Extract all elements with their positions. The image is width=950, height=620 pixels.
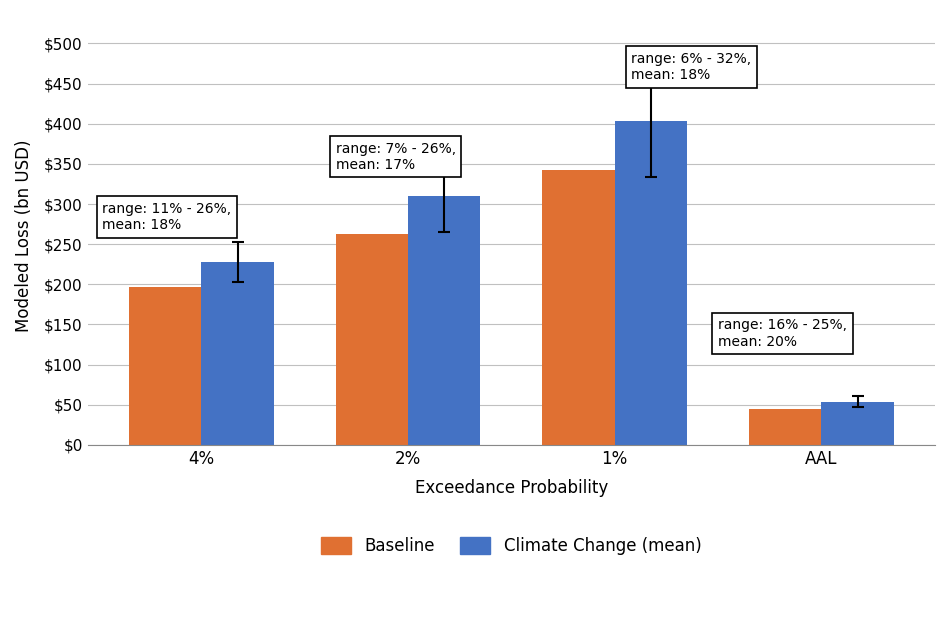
- Text: range: 7% - 26%,
mean: 17%: range: 7% - 26%, mean: 17%: [335, 142, 456, 172]
- Bar: [129, 286, 201, 445]
- Bar: [201, 262, 274, 445]
- Bar: [408, 196, 481, 445]
- Legend: Baseline, Climate Change (mean): Baseline, Climate Change (mean): [314, 528, 710, 563]
- Y-axis label: Modeled Loss (bn USD): Modeled Loss (bn USD): [15, 140, 33, 332]
- Bar: [335, 234, 408, 445]
- Text: range: 16% - 25%,
mean: 20%: range: 16% - 25%, mean: 20%: [718, 318, 847, 348]
- X-axis label: Exceedance Probability: Exceedance Probability: [415, 479, 608, 497]
- Text: range: 6% - 32%,
mean: 18%: range: 6% - 32%, mean: 18%: [631, 52, 751, 82]
- Bar: [615, 120, 687, 445]
- Bar: [822, 402, 894, 445]
- Bar: [542, 170, 615, 445]
- Text: range: 11% - 26%,
mean: 18%: range: 11% - 26%, mean: 18%: [103, 202, 231, 232]
- Bar: [749, 409, 822, 445]
